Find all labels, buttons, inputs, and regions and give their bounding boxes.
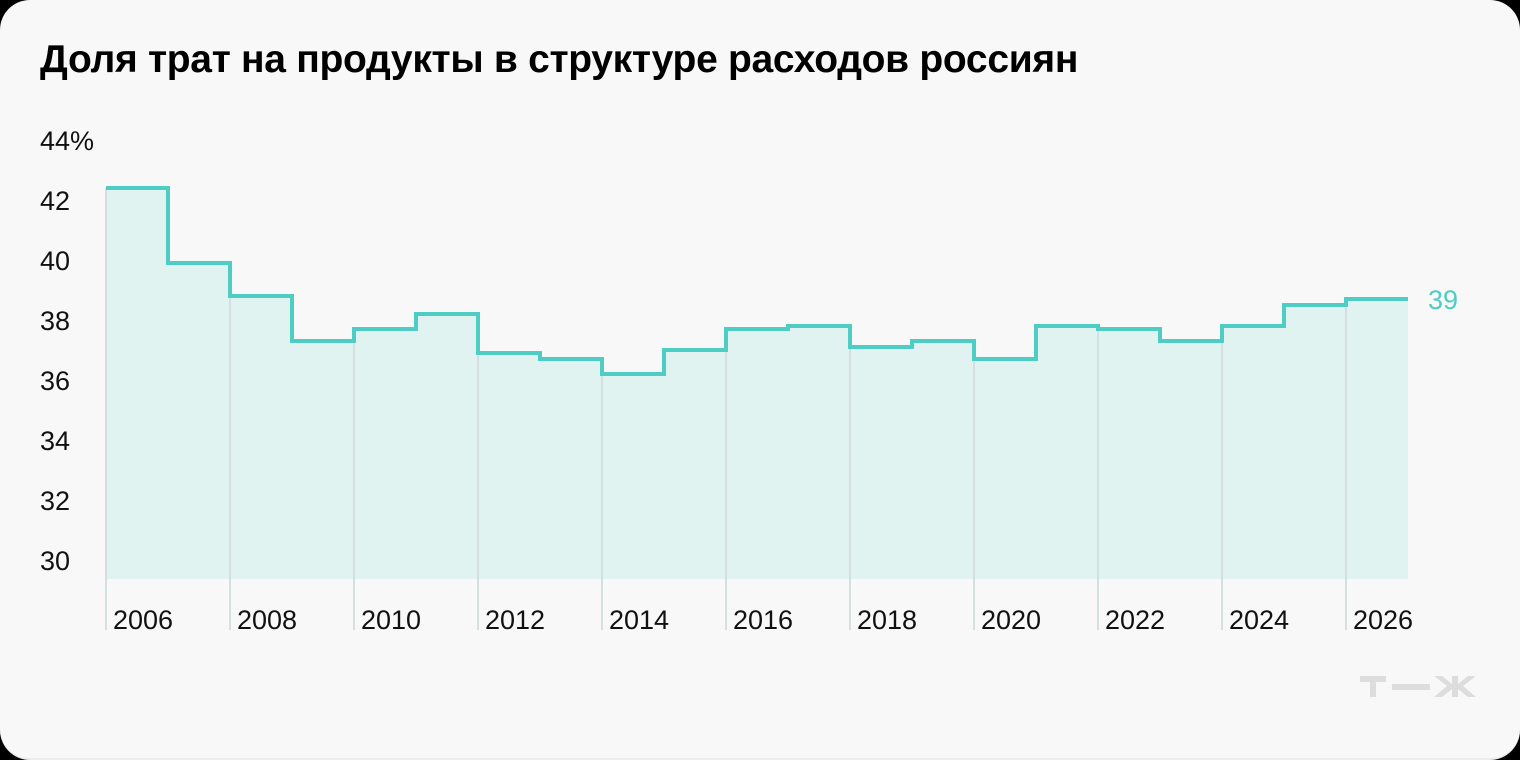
x-tick-label: 2022 (1105, 605, 1165, 635)
step-line (106, 186, 1408, 376)
area-fill (106, 188, 1408, 579)
x-axis-labels: 2006 2008 2010 2012 2014 2016 2018 2020 2022 2024… (113, 605, 1413, 635)
y-tick-label: 40 (40, 246, 70, 276)
chart-title: Доля трат на продукты в структуре расход… (40, 38, 1079, 81)
y-tick-label: 30 (40, 546, 70, 576)
x-tick-label: 2020 (981, 605, 1041, 635)
y-tick-label: 42 (40, 186, 70, 216)
x-tick-label: 2006 (113, 605, 173, 635)
x-tick-label: 2018 (857, 605, 917, 635)
y-tick-label: 32 (40, 486, 70, 516)
last-value-label: 39 (1428, 285, 1458, 315)
x-tick-label: 2010 (361, 605, 421, 635)
y-tick-label: 36 (40, 366, 70, 396)
tzh-logo-icon (1360, 676, 1476, 697)
x-tick-label: 2016 (733, 605, 793, 635)
x-tick-label: 2014 (609, 605, 669, 635)
x-tick-label: 2012 (485, 605, 545, 635)
x-tick-label: 2026 (1353, 605, 1413, 635)
y-tick-label: 44% (40, 126, 94, 156)
x-tick-label: 2024 (1229, 605, 1289, 635)
y-tick-label: 34 (40, 426, 70, 456)
vertical-gridlines (105, 188, 1347, 630)
x-tick-label: 2008 (237, 605, 297, 635)
y-axis-labels: 44% 42 40 38 36 34 32 30 (40, 126, 94, 576)
y-tick-label: 38 (40, 306, 70, 336)
